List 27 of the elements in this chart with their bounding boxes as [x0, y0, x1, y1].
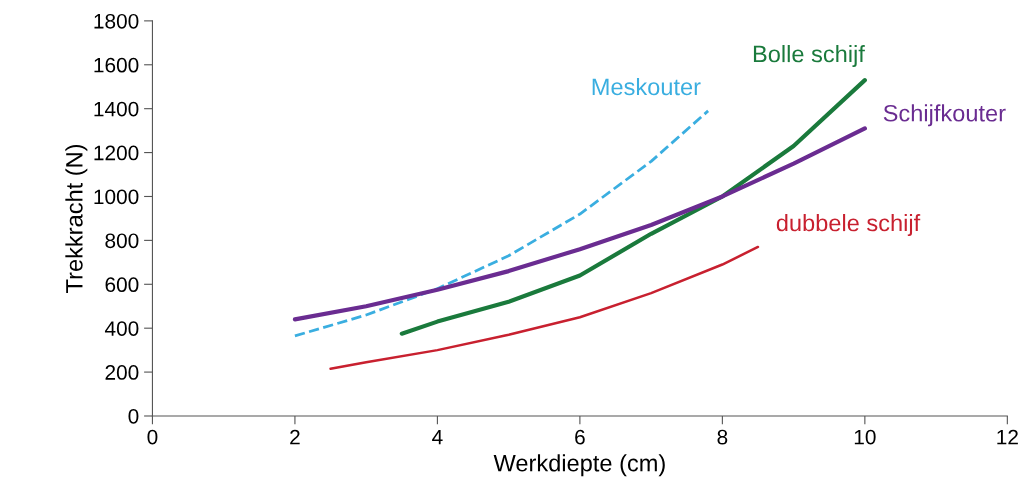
- x-tick-label: 0: [147, 429, 158, 445]
- y-axis-title: Trekkracht (N): [65, 144, 88, 293]
- y-tick-label: 1200: [94, 145, 139, 161]
- y-tick-label: 600: [105, 277, 139, 293]
- line-series: [399, 78, 867, 336]
- y-tick-label: 400: [104, 321, 139, 336]
- x-tick-label: 2: [290, 429, 300, 445]
- line-series: [293, 109, 710, 338]
- x-tick-label: 12: [997, 429, 1018, 445]
- x-tick-label: 4: [432, 429, 443, 445]
- y-tick-label: 0: [128, 408, 139, 424]
- y-tick-label: 1000: [94, 189, 139, 205]
- y-tick-label: 1800: [94, 13, 139, 29]
- y-tick-label: 200: [105, 365, 139, 380]
- line-series: [329, 245, 760, 371]
- x-tick-label: 6: [575, 429, 585, 445]
- x-tick-label: 10: [854, 429, 876, 445]
- y-tick-label: 1600: [94, 57, 139, 73]
- series-label: dubbele schijf: [776, 214, 921, 237]
- line-series: [292, 126, 867, 322]
- x-axis-title: Werkdiepte (cm): [493, 454, 665, 477]
- y-tick-label: 1400: [94, 101, 139, 117]
- series-label: Schijfkouter: [883, 104, 1006, 127]
- series-label: Meskouter: [592, 77, 701, 96]
- series-label: Bolle schijf: [753, 44, 865, 67]
- x-tick-label: 8: [717, 429, 728, 445]
- y-tick-label: 800: [105, 233, 139, 249]
